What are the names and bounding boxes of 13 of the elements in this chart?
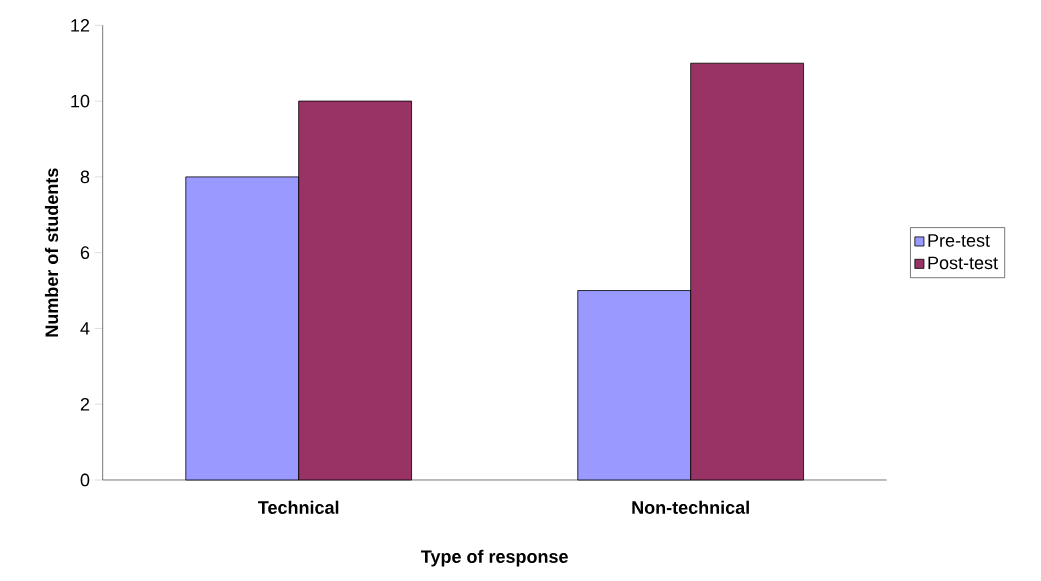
y-tick-label: 12 bbox=[71, 19, 90, 32]
y-tick-label: 0 bbox=[80, 473, 90, 487]
y-tick-label: 2 bbox=[80, 397, 90, 411]
y-tick-label: 8 bbox=[80, 170, 90, 184]
y-tick-label: 6 bbox=[80, 246, 90, 260]
y-tick-label: 10 bbox=[71, 94, 90, 108]
legend-label: Pre-test bbox=[928, 234, 990, 247]
y-tick-label: 4 bbox=[80, 322, 90, 335]
x-tick-label: Non-technical bbox=[632, 500, 749, 514]
x-tick-label: Technical bbox=[258, 500, 339, 514]
legend-label: Post-test bbox=[928, 256, 998, 270]
y-axis-title: Number of students bbox=[44, 168, 59, 337]
x-axis-title: Type of response bbox=[421, 549, 568, 567]
